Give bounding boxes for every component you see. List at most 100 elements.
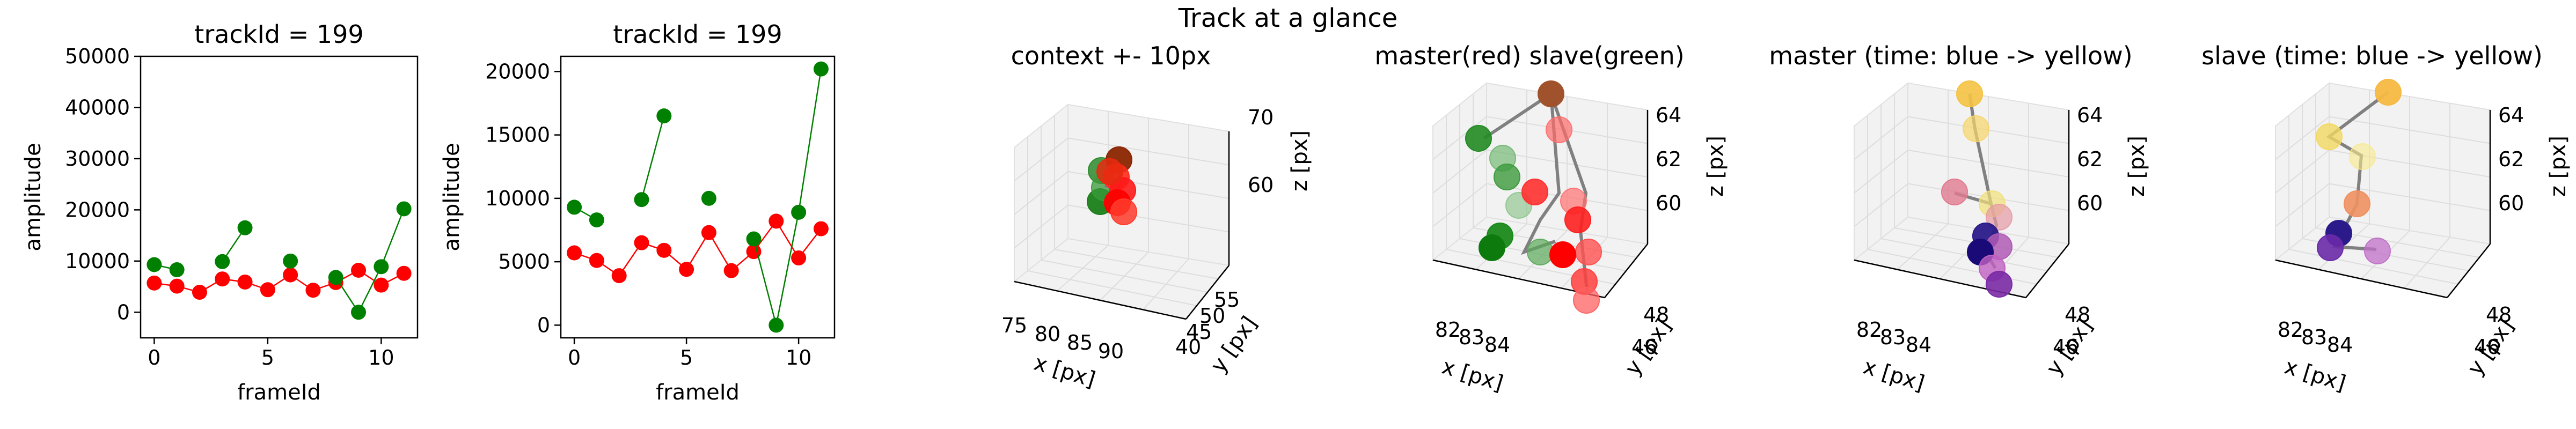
data-point — [746, 231, 762, 247]
y-tick-label: 50000 — [65, 45, 130, 68]
x-axis-line — [2275, 259, 2448, 299]
y-tick-label: 48 — [2486, 303, 2512, 327]
master-point — [1963, 115, 1989, 142]
slave-point — [2317, 234, 2344, 261]
y-tick-label: 5000 — [498, 250, 550, 273]
x-axis-label: frameId — [237, 380, 321, 405]
master-point — [1564, 206, 1591, 233]
y-tick-label: 45 — [1186, 320, 1212, 344]
x-tick-label: 75 — [1001, 314, 1027, 337]
z-tick-label: 64 — [2077, 103, 2103, 127]
x-tick-label: 82 — [1856, 318, 1882, 342]
master-point — [1941, 179, 1968, 205]
x-axis-line — [1014, 280, 1187, 320]
x-tick-label: 80 — [1035, 322, 1060, 346]
data-point — [656, 242, 672, 258]
grid-line — [2275, 183, 2330, 227]
plot-title: master(red) slave(green) — [1374, 41, 1684, 70]
master-point — [1986, 271, 2012, 298]
master-point — [1575, 239, 1602, 265]
y-axis-label: amplitude — [440, 143, 464, 251]
z-axis-label: z [px] — [1703, 136, 1728, 197]
y-axis-line — [2447, 243, 2491, 298]
z-axis-label: z [px] — [2125, 136, 2149, 197]
slave-point — [1479, 234, 1505, 261]
y-tick-label: 55 — [1214, 288, 1240, 312]
grid-line — [1054, 249, 1219, 279]
grid-line — [1880, 238, 2048, 271]
x-axis-label: x [px] — [1439, 354, 1506, 396]
x-tick-label: 83 — [2301, 326, 2327, 349]
x-tick-label: 83 — [1459, 326, 1484, 349]
plot-title: trackId = 199 — [613, 20, 782, 49]
slave-point — [1465, 125, 1492, 152]
z-tick-label: 64 — [2498, 103, 2524, 127]
slave-point — [2316, 123, 2343, 150]
data-point — [634, 235, 649, 250]
master-point — [1956, 80, 1983, 107]
master-point — [1521, 179, 1548, 205]
slave-point — [2344, 190, 2370, 217]
plot-title: slave (time: blue -> yellow) — [2201, 41, 2543, 70]
data-point — [813, 221, 829, 236]
y-tick-label: 10000 — [485, 187, 550, 210]
plot-title: context +- 10px — [1011, 41, 1211, 70]
y-tick-label: 30000 — [65, 147, 130, 171]
y-axis-line — [1604, 243, 1648, 298]
data-point — [679, 262, 694, 277]
data-point — [701, 225, 716, 240]
master-point — [1538, 80, 1564, 107]
x-tick-label: 0 — [568, 346, 581, 369]
grid-line — [1041, 260, 1208, 293]
slave-point — [2375, 79, 2402, 106]
y-tick-label: 46 — [2053, 335, 2079, 359]
slave-point — [2349, 143, 2376, 170]
y-tick-label: 0 — [117, 300, 130, 324]
y-tick-label: 50 — [1199, 304, 1225, 328]
data-point — [215, 271, 230, 287]
z-tick-label: 60 — [1248, 173, 1274, 197]
data-point — [791, 204, 807, 220]
data-point — [351, 305, 367, 320]
data-point — [769, 317, 784, 333]
y-tick-label: 20000 — [65, 198, 130, 221]
data-point — [192, 285, 207, 300]
master-point — [1573, 287, 1600, 314]
x-tick-label: 84 — [2327, 333, 2353, 357]
plot-frame — [560, 55, 836, 339]
z-axis-label: z [px] — [2546, 136, 2571, 197]
x-tick-label: 10 — [786, 346, 811, 369]
slave-point — [1494, 164, 1520, 190]
data-point — [147, 257, 162, 272]
z-axis-label: z [px] — [1287, 130, 1312, 191]
data-point — [567, 245, 582, 261]
data-point — [147, 275, 162, 291]
data-point — [396, 265, 412, 281]
figure-suptitle: Track at a glance — [1178, 3, 1398, 33]
z-tick-label: 62 — [1656, 147, 1681, 171]
x-tick-label: 5 — [680, 346, 693, 369]
grid-line — [1432, 183, 1487, 227]
y-axis-label: amplitude — [21, 143, 46, 251]
data-point — [169, 278, 185, 294]
plot-frame — [140, 55, 419, 339]
data-point — [791, 250, 807, 266]
amplitude-plot-2: 0 5 10 0 5000 10000 15000 20000 trackId = 199 fra… — [440, 20, 836, 405]
grid-line — [1854, 183, 1908, 227]
z-tick-label: 64 — [1656, 103, 1681, 127]
amplitude-plot-1: 0 5 10 0 10000 20000 30000 40000 50000 trackId = … — [21, 20, 419, 405]
x-tick-label: 10 — [368, 346, 394, 369]
data-point — [283, 267, 298, 283]
data-point — [260, 282, 275, 298]
data-point — [396, 201, 412, 217]
master-point — [1986, 204, 2012, 231]
slave-point — [1527, 239, 1554, 265]
y-tick-label: 10000 — [65, 249, 130, 273]
plot-title: trackId = 199 — [194, 20, 363, 49]
data-point — [611, 268, 627, 284]
data-point — [656, 108, 672, 124]
grid-line — [2404, 236, 2450, 289]
x-axis-label: x [px] — [1860, 354, 1927, 396]
